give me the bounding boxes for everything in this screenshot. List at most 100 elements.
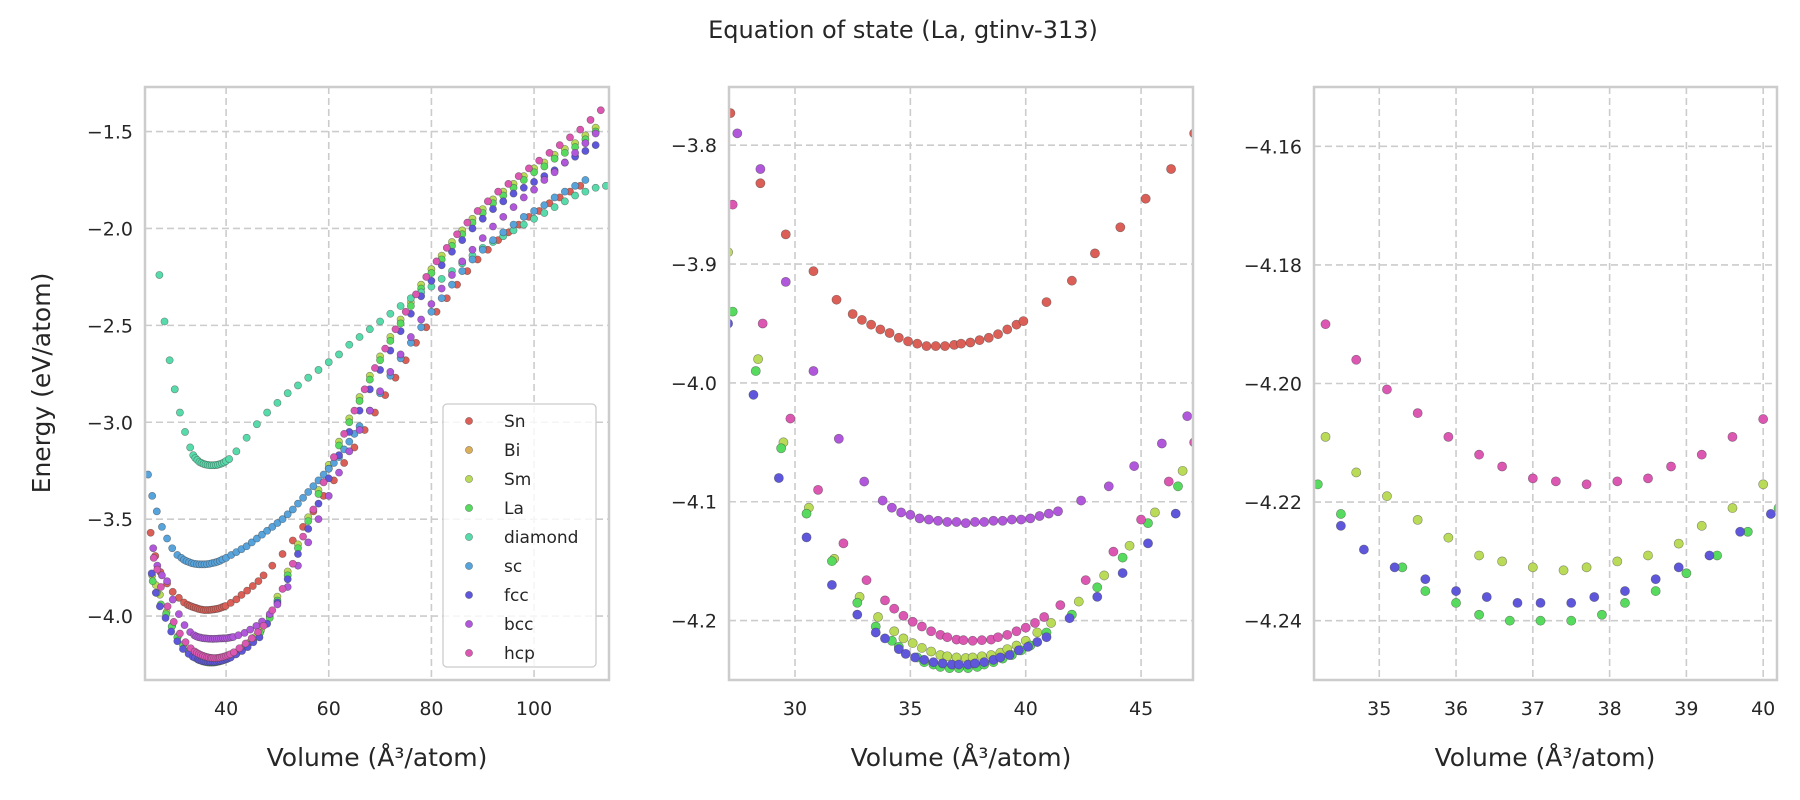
data-point-sc	[924, 61, 933, 70]
data-point-bcc	[970, 517, 980, 527]
data-point-hcp	[1351, 354, 1362, 365]
series-hcp	[712, 93, 1193, 646]
data-point-bcc	[174, 610, 183, 619]
data-point-diamond	[273, 398, 282, 407]
data-point-diamond	[252, 420, 261, 429]
data-point-La	[540, 162, 549, 171]
data-point-La	[345, 418, 354, 427]
data-point-Sm	[1412, 514, 1423, 525]
legend-item-sc: sc	[465, 557, 522, 577]
data-point-sc	[242, 542, 251, 551]
data-point-La	[852, 597, 863, 608]
data-point-hcp	[514, 172, 523, 181]
data-point-bcc	[158, 571, 166, 580]
series-bcc	[149, 129, 600, 643]
data-point-La	[1535, 615, 1546, 626]
data-point-Sn	[232, 595, 241, 604]
data-point-Sn	[1066, 275, 1077, 286]
data-point-bcc	[732, 128, 743, 139]
data-point-diamond	[225, 455, 234, 463]
data-point-sc	[427, 307, 436, 316]
data-point-Sm	[873, 612, 883, 622]
data-point-Sm	[1073, 596, 1084, 607]
data-point-diamond	[324, 358, 333, 367]
data-point-hcp	[1163, 476, 1174, 487]
x-tick-label: 35	[1367, 698, 1391, 720]
data-point-fcc	[995, 652, 1006, 663]
data-point-hcp	[1290, 278, 1299, 287]
legend-item-fcc: fcc	[465, 586, 529, 606]
scatter-points	[712, 57, 1193, 674]
data-point-Sn	[847, 309, 858, 319]
data-point-bcc	[755, 164, 766, 174]
data-point-bcc	[1076, 495, 1086, 506]
data-point-diamond	[165, 356, 174, 365]
data-point-hcp	[926, 626, 937, 637]
data-point-Sn	[956, 338, 967, 349]
data-point-sc	[263, 526, 272, 535]
data-point-fcc	[530, 178, 538, 186]
data-point-sc	[158, 523, 166, 531]
data-point-bcc	[560, 158, 569, 167]
data-point-fcc	[852, 609, 863, 620]
series-diamond	[155, 181, 609, 470]
legend-marker	[465, 417, 473, 425]
series-fcc	[1335, 509, 1776, 608]
data-point-Sn	[254, 577, 263, 586]
data-point-La	[427, 269, 436, 277]
data-point-fcc	[283, 575, 292, 584]
data-point-hcp	[241, 639, 250, 648]
data-point-La	[148, 577, 157, 586]
data-point-diamond	[396, 302, 405, 310]
data-point-Sn	[866, 319, 877, 330]
data-point-sc	[324, 464, 333, 473]
data-point-hcp	[976, 635, 987, 646]
data-point-hcp	[319, 478, 328, 487]
x-tick-label: 39	[1674, 698, 1698, 720]
data-point-bcc	[1182, 411, 1193, 422]
data-point-Sn	[1041, 297, 1052, 307]
data-point-sc	[458, 267, 467, 276]
data-point-fcc	[448, 247, 456, 256]
data-point-sc	[319, 470, 328, 479]
data-point-sc	[878, 57, 887, 66]
data-point-Sn	[1090, 248, 1100, 259]
data-point-hcp	[1030, 618, 1040, 628]
panel-zoom-2: 35 36 37 38 39 40 −4.16 −4.18 −4.20 −4.22 −4.24	[1244, 85, 1779, 720]
data-point-La	[1420, 586, 1431, 596]
data-point-hcp	[153, 565, 162, 574]
x-tick-label: 40	[1014, 698, 1038, 720]
data-point-sc	[288, 505, 297, 514]
data-point-fcc	[748, 389, 759, 400]
data-point-fcc	[478, 214, 487, 223]
data-point-Sn	[350, 443, 359, 452]
data-point-bcc	[1053, 506, 1063, 517]
data-point-fcc	[147, 569, 156, 578]
data-point-hcp	[1080, 575, 1091, 586]
data-point-Sm	[1558, 565, 1569, 576]
data-point-La	[1335, 509, 1346, 519]
data-point-Sn	[226, 598, 235, 607]
data-point-hcp	[494, 187, 503, 196]
data-point-fcc	[1013, 645, 1024, 656]
data-point-hcp	[916, 621, 927, 632]
scatter-points	[145, 106, 609, 667]
x-axis-label-panel-2: Volume (Å³/atom)	[851, 743, 1072, 772]
data-point-hcp	[1758, 414, 1769, 424]
data-point-sc	[448, 280, 456, 289]
data-point-hcp	[371, 364, 379, 372]
data-point-sc	[278, 515, 287, 524]
y-tick-label: −3.9	[671, 254, 717, 276]
data-point-diamond	[345, 340, 354, 349]
data-point-diamond	[176, 408, 184, 417]
data-point-sc	[936, 60, 945, 69]
data-point-La	[1773, 503, 1777, 513]
data-point-hcp	[1527, 473, 1538, 484]
legend-marker	[465, 562, 473, 570]
data-point-Sn	[248, 582, 257, 590]
data-point-hcp	[401, 307, 410, 316]
data-point-hcp	[712, 93, 721, 102]
data-point-diamond	[386, 309, 395, 318]
data-point-sc	[268, 523, 277, 531]
data-point-hcp	[1011, 626, 1022, 637]
